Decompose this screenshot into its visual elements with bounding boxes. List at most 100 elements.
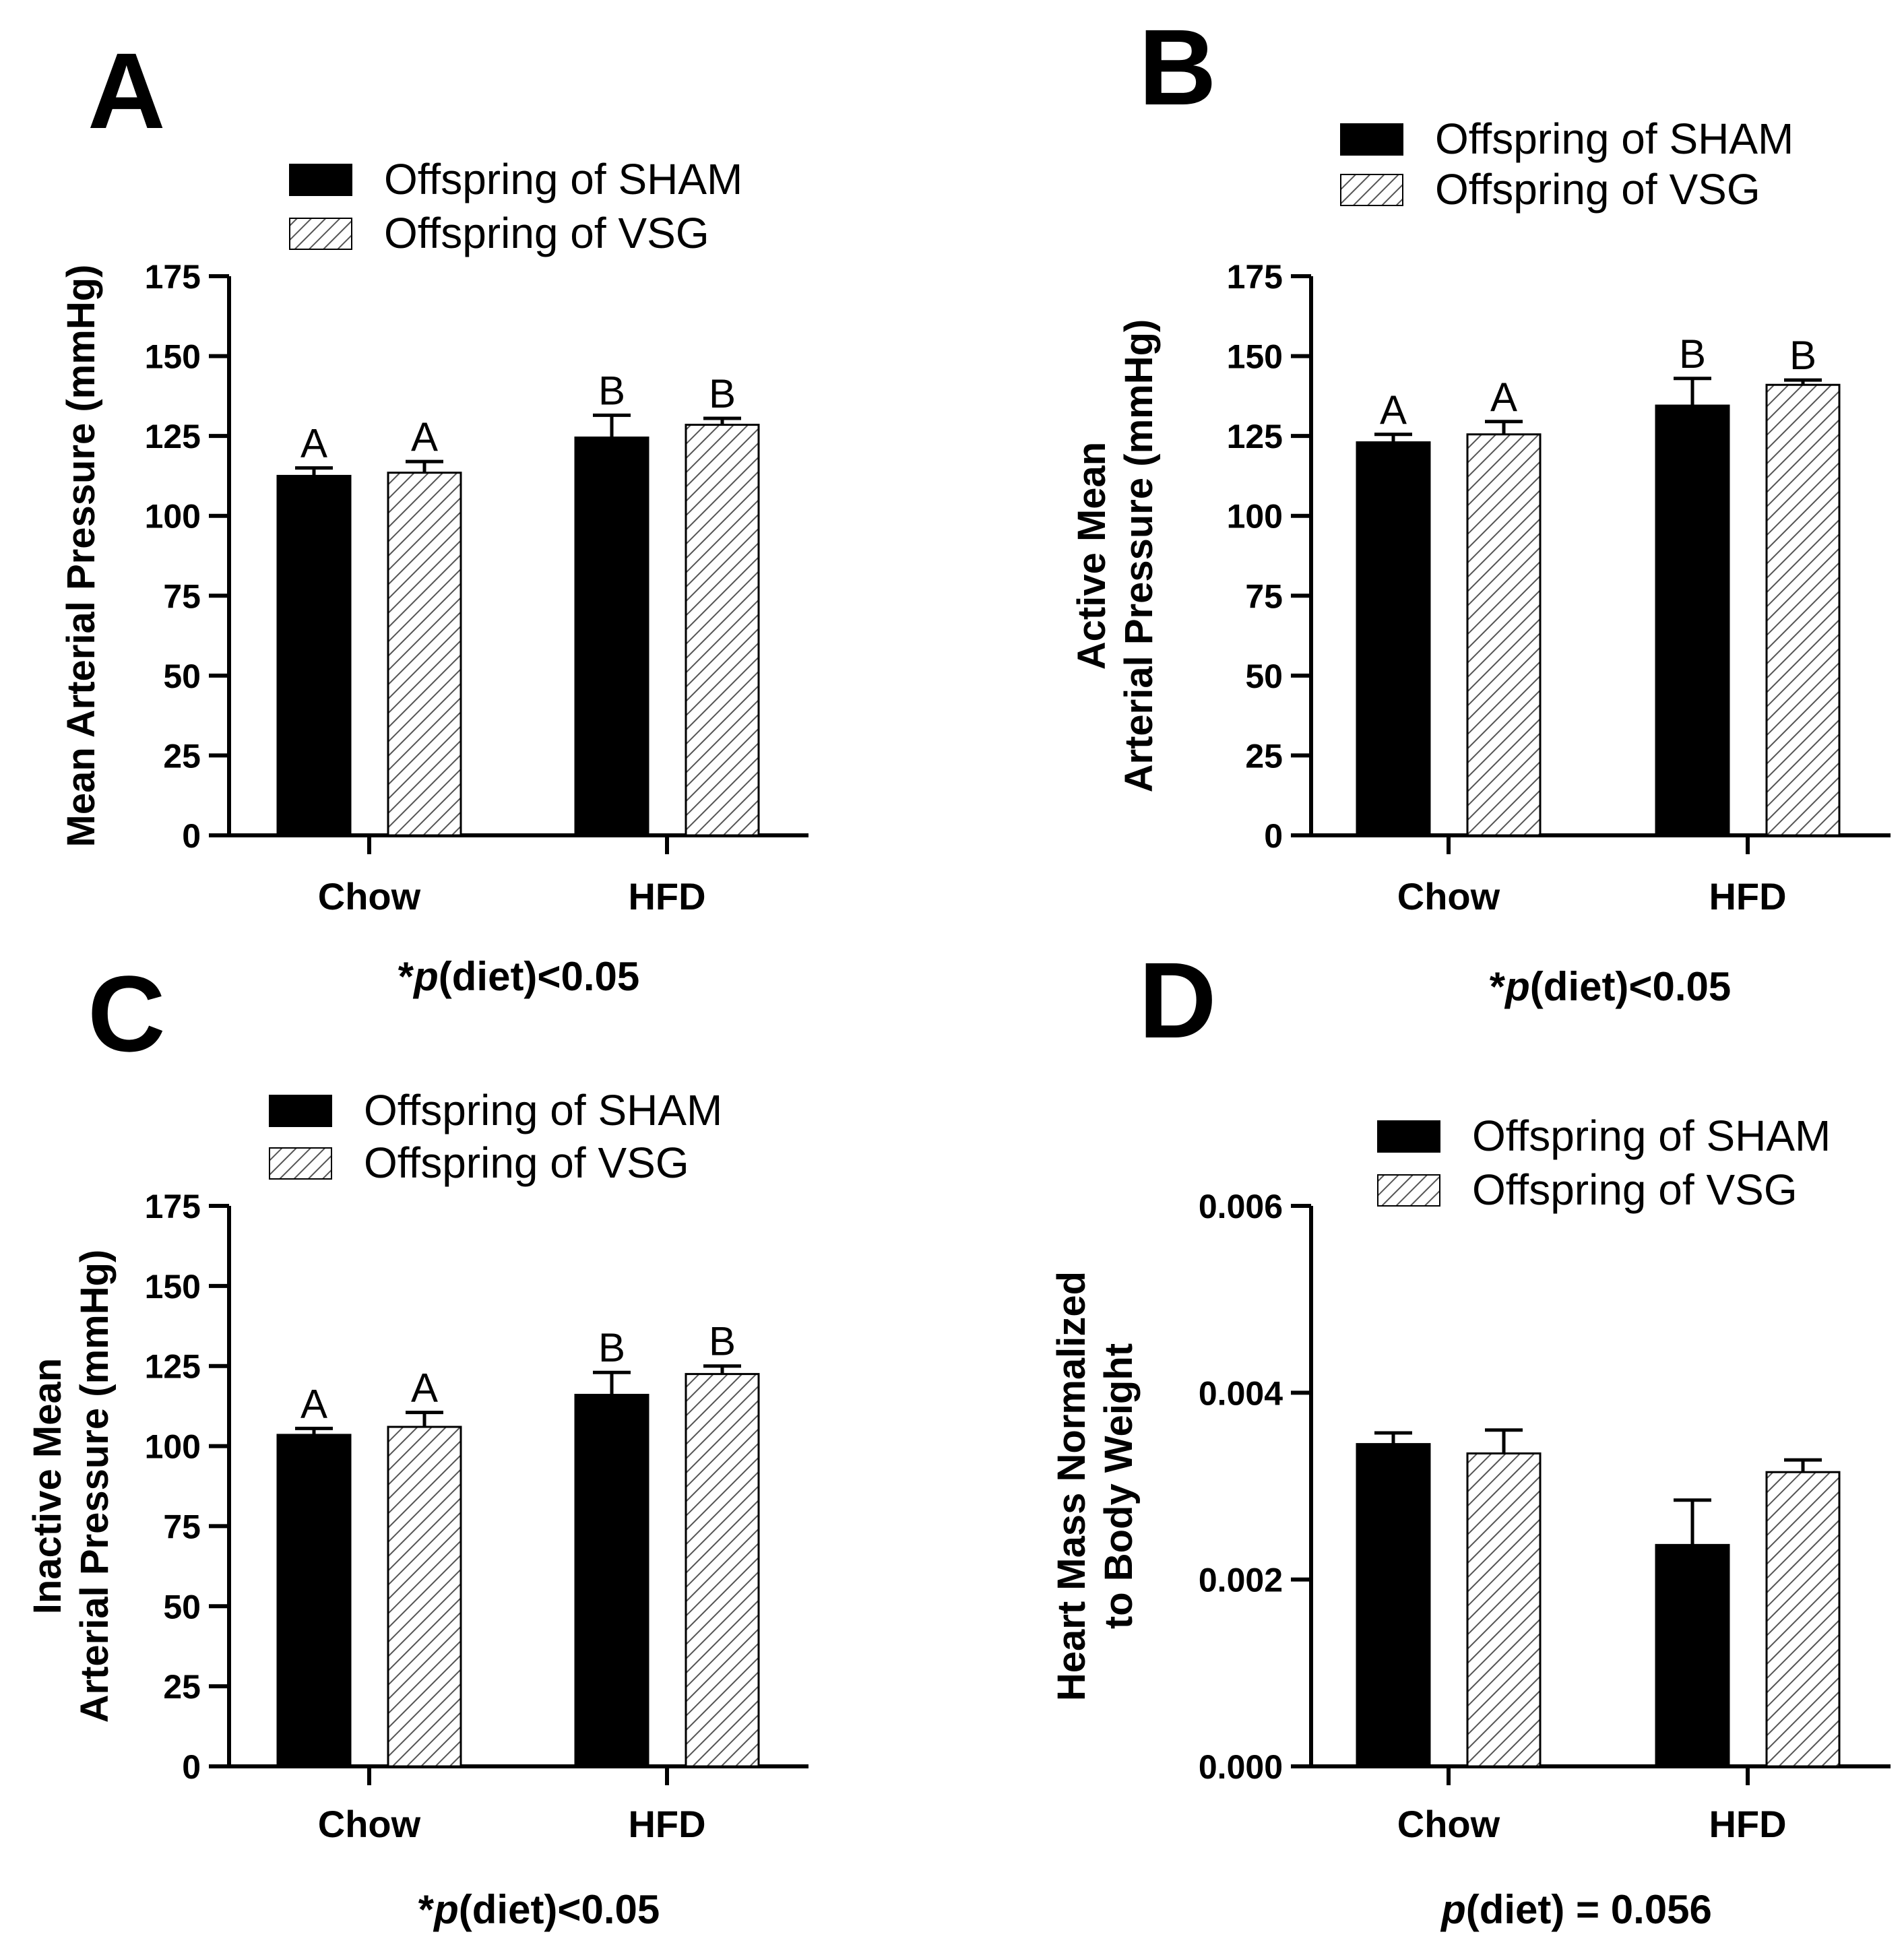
bar-sham bbox=[276, 1434, 352, 1768]
significance-letter: B bbox=[598, 1325, 625, 1370]
bar-sham bbox=[1655, 1543, 1730, 1768]
bar-vsg bbox=[685, 424, 760, 837]
legend-swatch-vsg bbox=[269, 1147, 332, 1180]
x-category-label: HFD bbox=[1709, 875, 1786, 918]
legend-label-sham: Offspring of SHAM bbox=[1472, 1112, 1831, 1160]
y-tick-label: 0 bbox=[182, 1748, 201, 1786]
significance-letter: B bbox=[709, 1319, 736, 1364]
y-tick-label: 50 bbox=[163, 1588, 201, 1626]
bar-vsg bbox=[1466, 433, 1542, 837]
y-axis-label: Active Mean bbox=[1070, 442, 1114, 670]
x-category-label: HFD bbox=[1709, 1803, 1786, 1845]
significance-letter: A bbox=[300, 1381, 327, 1426]
bar-sham bbox=[574, 437, 649, 837]
chart-panel-c: C Offspring of SHAM Offspring of VSG 0 25 50 7… bbox=[26, 953, 808, 1932]
legend-swatch-sham bbox=[289, 164, 352, 196]
legend-label-vsg: Offspring of VSG bbox=[1472, 1165, 1798, 1214]
legend-label-vsg: Offspring of VSG bbox=[384, 209, 709, 257]
stats-note: *p(diet)<0.05 bbox=[418, 1887, 660, 1932]
bar-sham bbox=[1356, 441, 1431, 837]
significance-letter: A bbox=[1490, 375, 1517, 420]
y-tick-label: 0.006 bbox=[1199, 1188, 1283, 1225]
y-tick-label: 125 bbox=[145, 418, 201, 455]
panel-letter: B bbox=[1139, 7, 1217, 127]
significance-letter: B bbox=[1679, 331, 1706, 377]
legend-label-sham: Offspring of SHAM bbox=[384, 155, 742, 203]
stats-note: p(diet) = 0.056 bbox=[1440, 1887, 1712, 1932]
y-axis-label: to Body Weight bbox=[1097, 1343, 1141, 1629]
significance-letter: B bbox=[709, 371, 736, 416]
y-tick-label: 100 bbox=[1227, 498, 1283, 536]
chart-panel-d: D Offspring of SHAM Offspring of VSG 0.000 0… bbox=[1050, 940, 1891, 1932]
bar-sham bbox=[1655, 404, 1730, 837]
y-tick-label: 100 bbox=[145, 1428, 201, 1466]
significance-letter: A bbox=[300, 421, 327, 466]
bar-sham bbox=[1356, 1443, 1431, 1768]
x-category-label: HFD bbox=[628, 875, 705, 918]
panel-letter: D bbox=[1139, 940, 1217, 1060]
y-tick-label: 0.000 bbox=[1199, 1748, 1283, 1786]
y-tick-label: 125 bbox=[145, 1348, 201, 1386]
bar-vsg bbox=[1765, 1471, 1841, 1768]
y-axis-label: Mean Arterial Pressure (mmHg) bbox=[59, 265, 103, 847]
legend-swatch-vsg bbox=[289, 218, 352, 250]
y-axis-label: Arterial Pressure (mmHg) bbox=[73, 1250, 117, 1723]
x-category-label: Chow bbox=[1397, 875, 1500, 918]
bar-vsg bbox=[1466, 1452, 1542, 1768]
legend-swatch-sham bbox=[1377, 1120, 1440, 1153]
y-tick-label: 50 bbox=[163, 658, 201, 695]
legend-label-sham: Offspring of SHAM bbox=[364, 1086, 722, 1134]
panel-letter: C bbox=[88, 953, 166, 1074]
x-category-label: HFD bbox=[628, 1803, 705, 1845]
y-tick-label: 25 bbox=[163, 737, 201, 775]
y-tick-label: 0.002 bbox=[1199, 1562, 1283, 1599]
x-category-label: Chow bbox=[318, 875, 421, 918]
panel-letter: A bbox=[88, 30, 166, 151]
significance-letter: B bbox=[1789, 333, 1816, 378]
y-tick-label: 150 bbox=[1227, 338, 1283, 376]
legend-swatch-sham bbox=[1340, 123, 1403, 156]
bar-vsg bbox=[685, 1373, 760, 1768]
y-tick-label: 25 bbox=[163, 1668, 201, 1706]
legend-label-vsg: Offspring of VSG bbox=[1435, 165, 1760, 214]
y-tick-label: 175 bbox=[145, 258, 201, 296]
y-axis-label: Inactive Mean bbox=[26, 1358, 69, 1614]
legend-swatch-vsg bbox=[1377, 1174, 1440, 1207]
stats-note: *p(diet)<0.05 bbox=[1490, 964, 1731, 1009]
significance-letter: B bbox=[598, 368, 625, 413]
chart-panel-a: A Offspring of SHAM Offspring of VSG 0 25 50 7… bbox=[59, 30, 808, 999]
bar-sham bbox=[574, 1394, 649, 1768]
stats-note: *p(diet)<0.05 bbox=[398, 954, 639, 999]
y-axis-label: Arterial Pressure (mmHg) bbox=[1117, 319, 1161, 793]
y-tick-label: 0.004 bbox=[1199, 1374, 1283, 1412]
y-tick-label: 125 bbox=[1227, 418, 1283, 455]
legend-swatch-sham bbox=[269, 1095, 332, 1127]
legend-swatch-vsg bbox=[1340, 174, 1403, 206]
y-axis-label: Heart Mass Normalized bbox=[1050, 1271, 1093, 1701]
y-tick-label: 175 bbox=[1227, 258, 1283, 296]
bar-vsg bbox=[387, 1425, 462, 1768]
y-tick-label: 150 bbox=[145, 1268, 201, 1306]
x-category-label: Chow bbox=[318, 1803, 421, 1845]
y-tick-label: 75 bbox=[163, 577, 201, 615]
y-tick-label: 75 bbox=[163, 1508, 201, 1545]
y-tick-label: 0 bbox=[182, 817, 201, 855]
legend-label-sham: Offspring of SHAM bbox=[1435, 115, 1794, 163]
y-tick-label: 175 bbox=[145, 1188, 201, 1225]
significance-letter: A bbox=[411, 414, 438, 459]
y-tick-label: 50 bbox=[1245, 658, 1283, 695]
y-tick-label: 100 bbox=[145, 498, 201, 536]
bar-vsg bbox=[1765, 383, 1841, 837]
y-tick-label: 25 bbox=[1245, 737, 1283, 775]
y-tick-label: 0 bbox=[1264, 817, 1283, 855]
significance-letter: A bbox=[1380, 387, 1407, 432]
legend-label-vsg: Offspring of VSG bbox=[364, 1139, 689, 1187]
bar-sham bbox=[276, 474, 352, 837]
significance-letter: A bbox=[411, 1366, 438, 1411]
x-category-label: Chow bbox=[1397, 1803, 1500, 1845]
y-tick-label: 75 bbox=[1245, 577, 1283, 615]
y-tick-label: 150 bbox=[145, 338, 201, 376]
